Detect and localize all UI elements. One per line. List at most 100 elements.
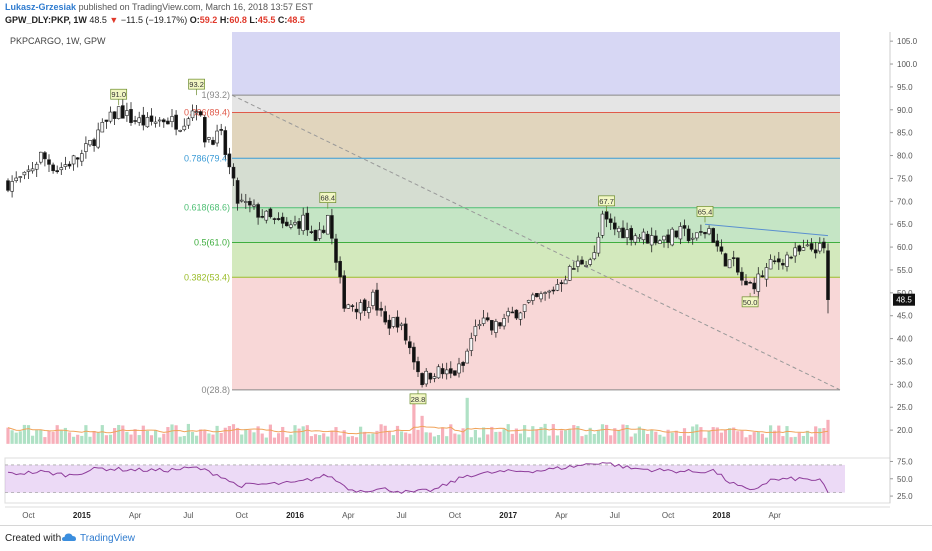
publish-info: published on TradingView.com, March 16, … (78, 2, 314, 12)
candle-body (666, 234, 670, 243)
volume-bar (264, 437, 268, 444)
volume-bar (43, 437, 47, 444)
volume-bar (133, 429, 137, 444)
volume-bar (674, 430, 678, 444)
volume-bar (662, 436, 666, 444)
candle-body (141, 114, 146, 126)
tradingview-link[interactable]: TradingView (80, 533, 136, 544)
candle-body (133, 120, 137, 122)
candle-body (100, 122, 105, 133)
candle-body (10, 181, 14, 192)
volume-bar (793, 436, 797, 444)
candle-body (485, 317, 490, 321)
candle-body (248, 201, 252, 206)
candle-body (22, 171, 27, 176)
candle-body (235, 180, 240, 204)
volume-bar (424, 432, 428, 444)
volume-bar (428, 432, 432, 444)
volume-bar (96, 432, 100, 444)
volume-bar (145, 430, 149, 444)
candle-body (719, 246, 724, 252)
candle-body (330, 215, 334, 239)
price-chart[interactable]: 1(93.2) 0.886(89.4) 0.786(79.4) 0.618(68.6)… (0, 28, 932, 525)
volume-ma-line (7, 425, 829, 435)
candle-body (571, 268, 576, 270)
candle-body (174, 114, 178, 130)
author-link[interactable]: Lukasz-Grzesiak (5, 2, 77, 12)
candle-body (346, 304, 351, 309)
volume-bar (461, 428, 465, 444)
candle-body (772, 260, 777, 263)
candle-body (764, 267, 769, 280)
candle-body (649, 235, 654, 246)
candle-body (84, 143, 88, 152)
volume-bar (773, 430, 777, 444)
candle-body (43, 152, 47, 160)
candle-body (59, 167, 64, 171)
symbol-label[interactable]: GPW_DLY:PKP, 1W (5, 15, 87, 25)
candle-body (18, 176, 23, 178)
candle-body (740, 271, 744, 281)
rsi-tick-label: 25.0 (897, 492, 913, 501)
candle-body (633, 235, 638, 243)
candle-body (440, 368, 445, 375)
volume-bar (781, 436, 785, 444)
candle-body (219, 129, 223, 131)
candle-body (793, 247, 798, 257)
volume-bar (490, 426, 494, 444)
volume-bar (297, 428, 301, 444)
candle-body (321, 229, 326, 233)
candle-body (731, 257, 736, 259)
volume-bar (699, 427, 703, 444)
candle-body (186, 118, 191, 126)
volume-bar (223, 427, 227, 444)
candle-body (809, 243, 814, 250)
volume-bar (383, 425, 387, 444)
volume-bar (113, 428, 117, 444)
candle-body (711, 228, 716, 243)
volume-bar (551, 424, 555, 444)
candle-body (645, 233, 650, 244)
volume-bar (826, 419, 830, 444)
candle-body (477, 324, 482, 327)
candle-body (190, 110, 195, 119)
volume-bar (682, 428, 687, 444)
candle-body (207, 137, 211, 140)
time-tick-label: Jul (396, 511, 406, 520)
volume-bar (272, 437, 277, 444)
candle-body (211, 139, 215, 145)
volume-bar (629, 436, 633, 444)
volume-bar (117, 424, 121, 444)
volume-bar (732, 427, 736, 444)
candle-body (38, 151, 43, 163)
volume-bar (432, 436, 436, 444)
candle-body (658, 240, 662, 244)
volume-bar (420, 415, 424, 444)
volume-bar (498, 431, 502, 444)
volume-bar (592, 433, 596, 444)
volume-bar (641, 428, 646, 444)
candle-body (203, 117, 207, 143)
price-tick-label: 95.0 (897, 83, 913, 92)
volume-bar (195, 435, 199, 444)
tradingview-logo-icon[interactable] (62, 532, 77, 543)
candle-body (284, 221, 289, 227)
volume-bar (654, 431, 658, 444)
volume-bar (289, 434, 293, 444)
candle-body (436, 366, 441, 379)
candle-body (231, 166, 236, 179)
volume-bar (527, 437, 531, 444)
volume-bar (137, 435, 141, 444)
candle-body (748, 282, 752, 284)
candle-body (653, 235, 658, 244)
candle-body (342, 275, 347, 309)
candle-body (75, 157, 80, 160)
low-value: 45.5 (257, 15, 276, 25)
volume-bar (531, 426, 535, 444)
price-tick-label: 105.0 (897, 37, 918, 46)
candle-body (592, 252, 597, 260)
open-value: 59.2 (199, 15, 218, 25)
candle-body (375, 289, 379, 311)
volume-bar (100, 425, 104, 444)
volume-bar (445, 436, 449, 444)
